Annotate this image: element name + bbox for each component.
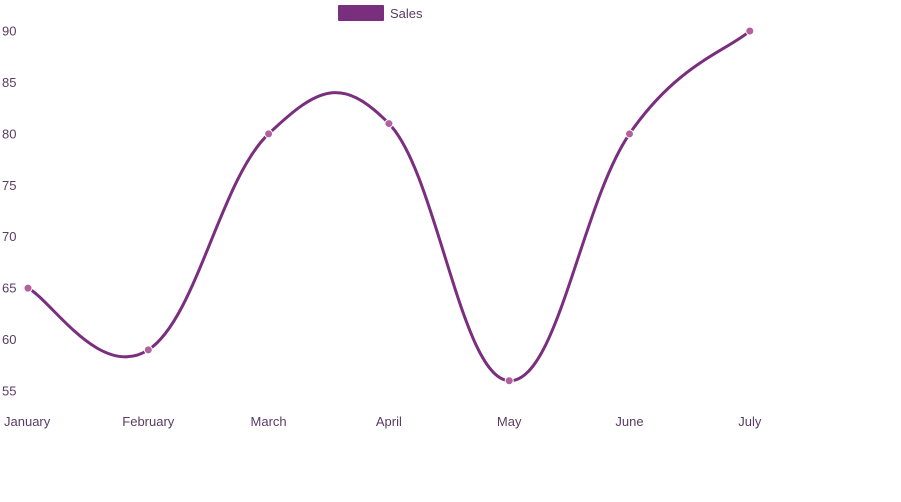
- x-tick-label: June: [615, 414, 643, 429]
- x-tick-label: February: [122, 414, 175, 429]
- data-points: [23, 26, 755, 386]
- y-tick-label: 75: [2, 178, 16, 193]
- y-tick-label: 65: [2, 281, 16, 296]
- series-line-sales: [26, 29, 752, 383]
- y-tick-label: 90: [2, 24, 16, 39]
- legend-swatch-sales: [338, 5, 384, 21]
- x-tick-label: May: [497, 414, 522, 429]
- data-point-january[interactable]: [23, 283, 33, 293]
- data-point-february[interactable]: [143, 345, 153, 355]
- x-axis-ticks: January February March April May June July: [4, 414, 762, 429]
- data-point-july[interactable]: [745, 26, 755, 36]
- data-point-april[interactable]: [384, 119, 394, 129]
- y-axis-ticks: 90 85 80 75 70 65 60 55: [2, 24, 16, 399]
- y-tick-label: 60: [2, 332, 16, 347]
- x-tick-label: March: [251, 414, 287, 429]
- x-tick-label: January: [4, 414, 51, 429]
- data-point-june[interactable]: [625, 129, 634, 139]
- legend: Sales: [338, 5, 423, 21]
- y-tick-label: 70: [2, 229, 16, 244]
- x-tick-label: April: [376, 414, 402, 429]
- data-point-may[interactable]: [504, 376, 514, 386]
- y-tick-label: 55: [2, 384, 16, 399]
- legend-label-sales: Sales: [390, 6, 423, 21]
- x-tick-label: July: [738, 414, 762, 429]
- y-tick-label: 85: [2, 75, 16, 90]
- y-tick-label: 80: [2, 126, 16, 141]
- data-point-march[interactable]: [264, 129, 274, 139]
